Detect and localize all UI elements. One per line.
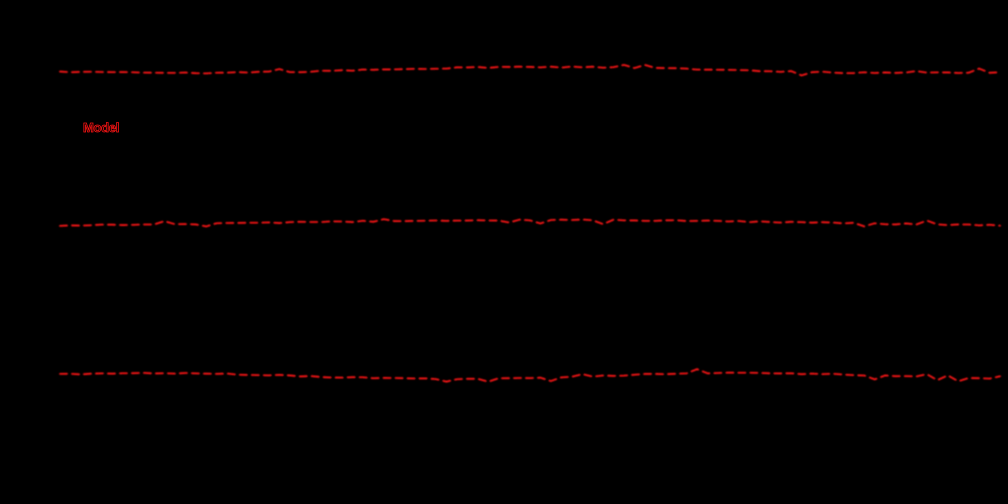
svg-text:Model: Model — [83, 120, 119, 135]
